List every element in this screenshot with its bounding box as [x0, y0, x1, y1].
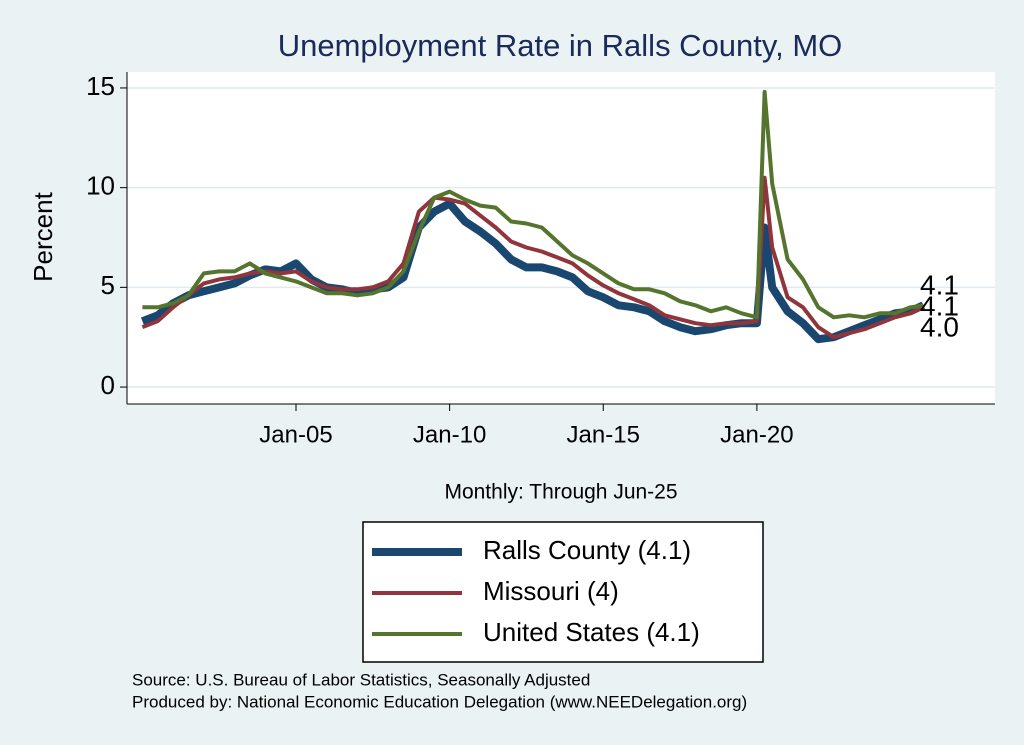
x-axis-label: Monthly: Through Jun-25 [444, 481, 677, 504]
series-line [142, 89, 924, 320]
y-tick-label: 15 [86, 71, 115, 101]
series-line [141, 175, 925, 340]
x-tick-label: Jan-10 [413, 421, 486, 448]
end-label: 4.1 [920, 290, 959, 321]
x-tick-label: Jan-15 [567, 421, 640, 448]
y-tick-label: 0 [101, 370, 115, 400]
plot-area [127, 72, 995, 404]
chart-title: Unemployment Rate in Ralls County, MO [278, 28, 843, 63]
x-tick-label: Jan-20 [720, 421, 793, 448]
x-tick-label: Jan-05 [259, 421, 332, 448]
y-tick-label: 5 [101, 270, 115, 300]
end-label: 4.0 [920, 311, 959, 342]
producer-note: Produced by: National Economic Education… [132, 692, 747, 711]
y-axis-label: Percent [28, 191, 58, 281]
legend-label: Ralls County (4.1) [483, 535, 691, 565]
legend-label: Missouri (4) [483, 576, 619, 606]
source-note: Source: U.S. Bureau of Labor Statistics,… [132, 670, 590, 689]
y-tick-label: 10 [86, 171, 115, 201]
end-label: 4.1 [920, 269, 959, 300]
legend-label: United States (4.1) [483, 617, 700, 647]
